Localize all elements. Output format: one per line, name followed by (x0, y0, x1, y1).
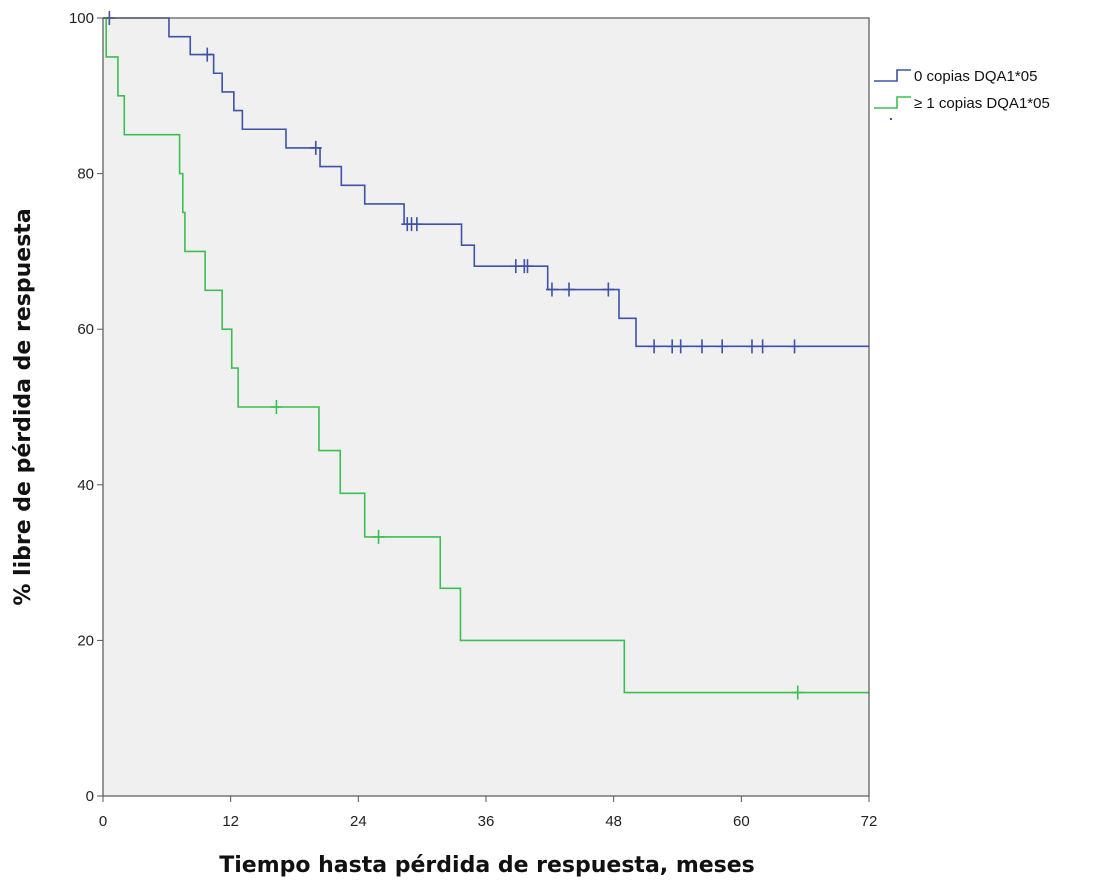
legend-censor-dot (890, 118, 892, 120)
legend-label-2: ≥ 1 copias DQA1*05 (914, 95, 1050, 112)
y-tick-label: 20 (77, 632, 94, 649)
y-tick-label: 60 (77, 321, 94, 338)
legend-swatch-1 (874, 70, 911, 81)
y-tick-label: 40 (77, 477, 94, 494)
y-tick-label: 80 (77, 166, 94, 183)
legend-label-1: 0 copias DQA1*05 (914, 68, 1037, 85)
y-axis-title: % libre de pérdida de respuesta (11, 208, 36, 605)
x-tick-label: 36 (478, 813, 495, 830)
x-tick-label: 72 (861, 813, 878, 830)
x-tick-label: 60 (733, 813, 750, 830)
y-tick-label: 0 (86, 788, 94, 805)
legend-swatch-2 (874, 97, 911, 108)
x-axis-title: Tiempo hasta pérdida de respuesta, meses (219, 853, 755, 878)
x-tick-label: 0 (99, 813, 107, 830)
x-tick-label: 48 (605, 813, 622, 830)
x-tick-label: 24 (350, 813, 367, 830)
legend: 0 copias DQA1*05 ≥ 1 copias DQA1*05 (874, 68, 1050, 120)
x-tick-label: 12 (222, 813, 239, 830)
y-tick-label: 100 (69, 10, 94, 27)
plot-area (103, 18, 869, 796)
